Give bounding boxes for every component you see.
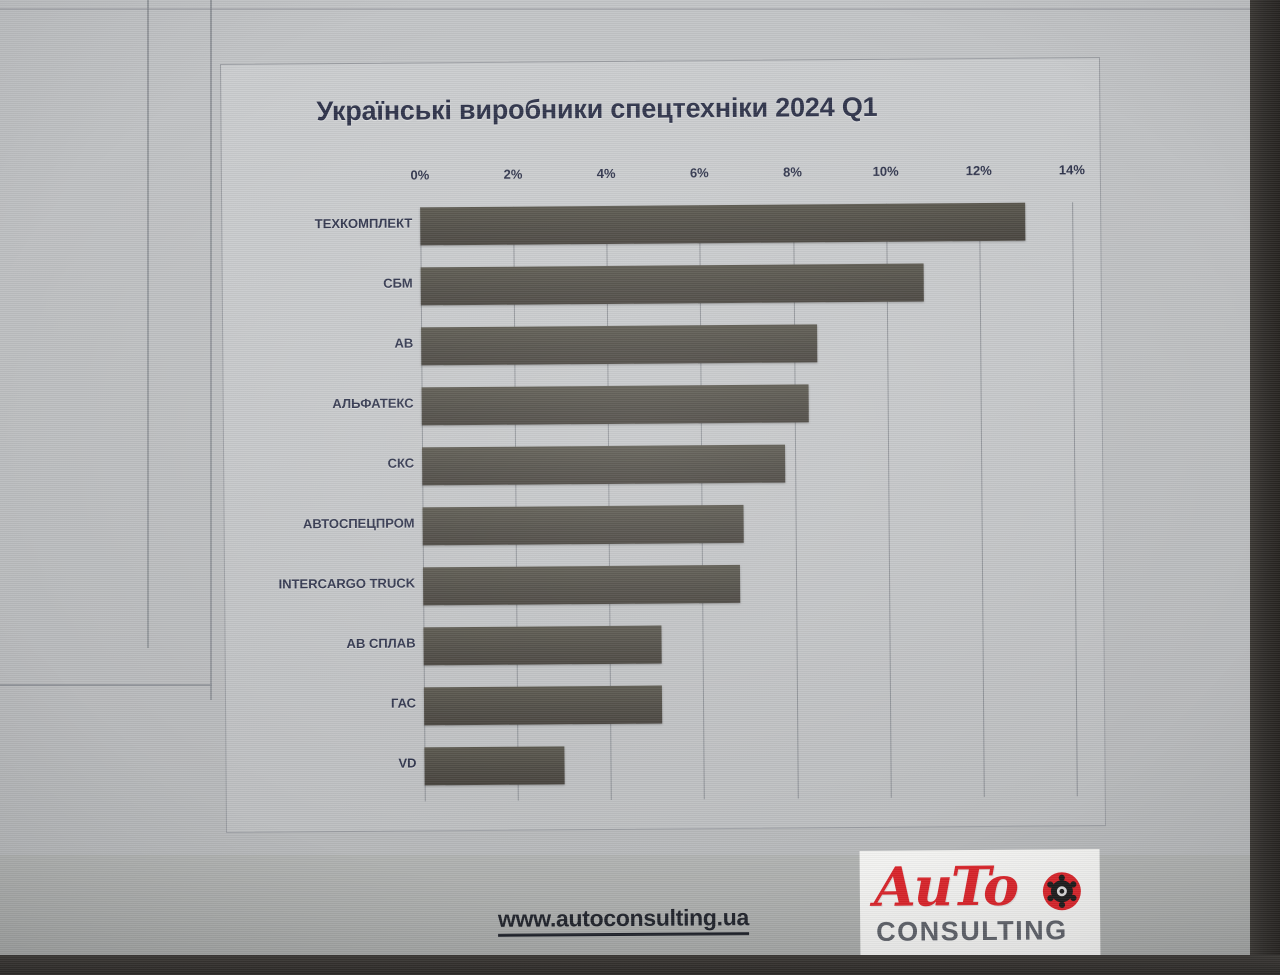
bar[interactable]	[422, 444, 786, 486]
monitor-bezel-bottom	[0, 955, 1280, 975]
category-label: АВТОСПЕЦПРОМ	[302, 515, 415, 532]
x-axis-tick-label: 2%	[503, 166, 523, 182]
bar-row[interactable]: VD	[398, 742, 1104, 786]
category-label: ГАС	[390, 695, 417, 711]
x-axis-tick-label: 10%	[872, 163, 899, 179]
category-label: VD	[398, 755, 417, 771]
chart-card: Українські виробники спецтехніки 2024 Q1…	[220, 57, 1107, 833]
x-axis-tick-label: 12%	[965, 162, 992, 179]
category-label: INTERCARGO TRUCK	[278, 575, 416, 592]
bar[interactable]	[421, 384, 809, 426]
x-axis-tick-label: 14%	[1058, 162, 1085, 178]
background-frame-line-bottom	[0, 684, 212, 686]
category-label: ТЕХКОМПЛЕКТ	[314, 215, 413, 232]
slide-top-edge	[0, 8, 1252, 10]
bar[interactable]	[423, 625, 662, 666]
category-label: СБМ	[383, 275, 413, 291]
bar[interactable]	[420, 263, 924, 306]
bar[interactable]	[421, 324, 818, 366]
bar-row[interactable]: АВ СПЛАВ	[346, 622, 1103, 666]
plot-area: 0% 2% 4% 6% 8% 10% 12% 14% ТЕХКОМПЛЕКТ СБМ АВ АЛЬФА…	[279, 162, 1105, 802]
bar[interactable]	[420, 202, 1026, 246]
bar-row[interactable]: АВТОСПЕЦПРОМ	[303, 502, 1102, 546]
bar-row[interactable]: ТЕХКОМПЛЕКТ	[315, 202, 1100, 246]
wheel-icon	[1042, 872, 1081, 911]
logo-consulting-text: CONSULTING	[876, 915, 1068, 947]
logo-auto-text: AuTo	[873, 853, 1018, 919]
chart-title: Українські виробники спецтехніки 2024 Q1	[316, 91, 878, 127]
autoconsulting-logo: AuTo CONSULTING	[859, 848, 1101, 962]
bar-row[interactable]: INTERCARGO TRUCK	[279, 562, 1103, 606]
bar-row[interactable]: СБМ	[383, 262, 1101, 306]
x-axis-tick-label: 4%	[596, 165, 616, 182]
background-frame-line-inner	[210, 0, 212, 700]
bar[interactable]	[424, 746, 565, 786]
x-axis-tick-label: 0%	[410, 167, 430, 183]
category-label: АЛЬФАТЕКС	[332, 395, 414, 412]
bar[interactable]	[423, 685, 662, 726]
x-axis-tick-label: 8%	[783, 164, 802, 180]
category-label: СКС	[387, 455, 415, 471]
bar-row[interactable]: ГАС	[391, 682, 1104, 726]
bar[interactable]	[422, 564, 740, 606]
bar-row[interactable]: АВ	[394, 322, 1101, 366]
bar-row[interactable]: АЛЬФАТЕКС	[332, 382, 1102, 426]
footer-website-url[interactable]: www.autoconsulting.ua	[497, 904, 750, 937]
category-label: АВ СПЛАВ	[346, 635, 416, 652]
bar-row[interactable]: СКС	[388, 442, 1102, 486]
bar[interactable]	[422, 504, 745, 546]
category-label: АВ	[394, 335, 414, 351]
x-axis-tick-label: 6%	[689, 165, 709, 181]
monitor-bezel-right	[1250, 0, 1280, 975]
background-frame-line-left	[147, 0, 149, 648]
